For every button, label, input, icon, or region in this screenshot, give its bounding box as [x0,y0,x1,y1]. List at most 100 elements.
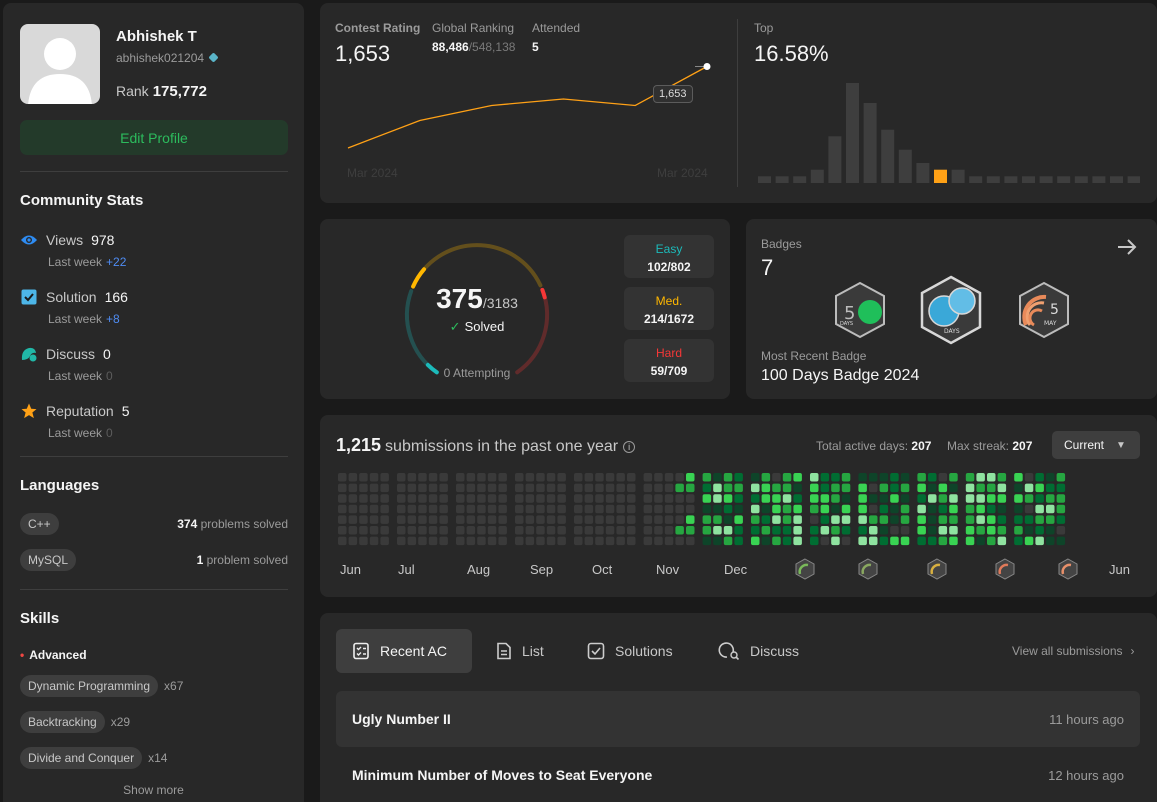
heatmap-cell [900,473,910,482]
divider [737,19,738,187]
heatmap-cell [1024,504,1034,514]
heatmap-cell [997,504,1007,514]
heatmap-cell [574,494,583,503]
heatmap-cell [407,473,417,482]
heatmap-cell [976,526,985,535]
heatmap-cell [369,526,379,535]
submission-row[interactable]: Ugly Number II 11 hours ago [336,691,1140,747]
avatar[interactable] [20,24,100,104]
heatmap-cell [428,536,438,546]
arrow-right-icon[interactable] [1116,237,1138,257]
heatmap-cell [938,515,948,524]
heatmap-cell [987,483,996,493]
badges-count: 7 [761,255,774,280]
monthly-badge-icon[interactable] [1057,558,1079,580]
info-icon[interactable]: i [623,441,636,453]
heatmap-cell [793,483,802,493]
heatmap-cell [418,515,427,524]
total-active-days: Total active days: 207 [816,439,932,453]
edit-profile-button[interactable]: Edit Profile [20,120,288,155]
heatmap-cell [987,515,996,524]
easy-stat[interactable]: Easy 102/802 [624,235,714,278]
heatmap-cell [1024,494,1034,503]
monthly-badge-icon[interactable] [926,558,948,580]
heatmap-cell [997,536,1007,546]
stat-views: Views 978 Last week +22 [20,231,288,269]
heatmap-cell [643,504,653,514]
language-tag-cpp[interactable]: C++ [20,513,59,535]
heatmap-cell [397,483,406,493]
distribution-bar [934,169,947,183]
stat-solution: Solution 166 Last week +8 [20,288,288,326]
attended-label: Attended [532,21,581,35]
heatmap-cell [723,483,733,493]
divider [20,171,288,172]
heatmap-cell [1056,515,1066,524]
heatmap-cell [487,473,497,482]
skill-tag[interactable]: Divide and Conquer [20,747,143,769]
heatmap-cell [713,473,722,482]
language-tag-mysql[interactable]: MySQL [20,549,77,571]
heatmap-cell [397,494,406,503]
badge-may-icon[interactable]: 5 MAY [1016,281,1072,339]
rating-line-chart[interactable] [320,3,737,203]
monthly-badge-icon[interactable] [994,558,1016,580]
heatmap-cell [627,515,636,524]
badge-50-days-icon[interactable]: 5 DAYS [832,281,888,339]
heatmap-cell [965,515,975,524]
tab-discuss[interactable]: Discuss [702,629,815,673]
eye-icon [20,231,38,249]
heatmap-cell [525,483,535,493]
heatmap-cell [574,473,583,482]
view-all-submissions-link[interactable]: View all submissions › [1012,644,1135,658]
heatmap-cell [456,526,465,535]
heatmap-cell [1046,504,1055,514]
heatmap-cell [965,473,975,482]
heatmap-cell [976,515,985,524]
heatmap-cell [546,483,556,493]
heatmap-cell [348,473,358,482]
tab-solutions[interactable]: Solutions [571,629,689,673]
skill-tag[interactable]: Backtracking [20,711,105,733]
heatmap-cell [466,526,476,535]
heatmap-grid[interactable] [320,415,1157,597]
heatmap-cell [1035,504,1044,514]
solved-progress-ring[interactable] [392,237,562,387]
heatmap-cell [1046,515,1055,524]
skill-tag[interactable]: Dynamic Programming [20,675,159,697]
submission-title: Minimum Number of Moves to Seat Everyone [352,767,653,783]
monthly-badge-icon[interactable] [794,558,816,580]
heatmap-cell [761,483,771,493]
tab-list[interactable]: List [480,629,560,673]
heatmap-cell [869,515,878,524]
heatmap-cell [900,494,910,503]
svg-text:DAYS: DAYS [944,328,960,335]
tab-recent-ac[interactable]: Recent AC [336,629,472,673]
heatmap-cell [723,515,733,524]
heatmap-cell [976,494,985,503]
heatmap-cell [858,526,867,535]
heatmap-cell [439,504,448,514]
period-dropdown[interactable]: Current ▼ [1052,431,1140,459]
rating-distribution-chart[interactable] [750,3,1140,203]
heatmap-cell [675,536,684,546]
heatmap-cell [879,494,889,503]
hard-stat[interactable]: Hard 59/709 [624,339,714,382]
badge-100-days-icon[interactable]: DAYS [918,275,984,345]
heatmap-cell [675,483,684,493]
monthly-badge-icon[interactable] [857,558,879,580]
heatmap-cell [428,515,438,524]
check-icon: ✓ [449,319,461,334]
heatmap-cell [498,483,507,493]
submission-row[interactable]: Minimum Number of Moves to Seat Everyone… [336,747,1140,802]
heatmap-cell [456,483,465,493]
heatmap-cell [949,494,958,503]
show-more-button[interactable]: Show more [123,783,184,797]
heatmap-cell [938,473,948,482]
profile-sidebar: Abhishek T abhishek021204 Rank 175,772 Ed… [3,3,304,802]
heatmap-cell [976,473,985,482]
heatmap-cell [348,515,358,524]
medium-stat[interactable]: Med. 214/1672 [624,287,714,330]
svg-text:MAY: MAY [1044,320,1057,327]
heatmap-cell [917,526,926,535]
